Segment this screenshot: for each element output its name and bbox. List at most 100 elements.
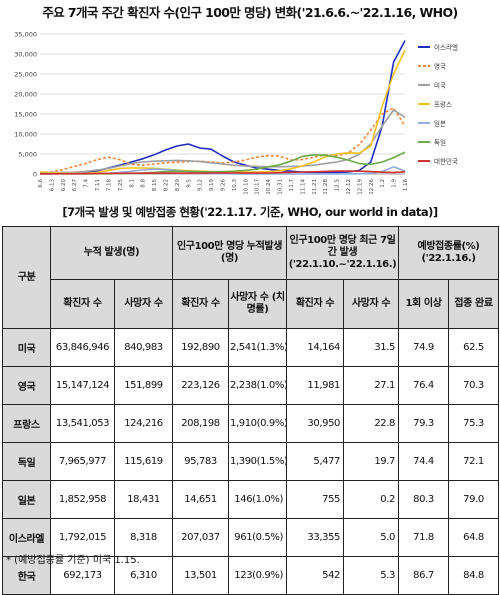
- table-body: 미국 63,846,946 840,983 192,890 2,541(1.3%) 14,…: [2, 328, 499, 595]
- x-tick-label: 6.6: [38, 179, 44, 188]
- cell-recent-cases: 755: [286, 480, 344, 519]
- header-deaths: 사망자 수: [114, 279, 173, 329]
- x-tick-label: 11.7: [289, 179, 295, 192]
- row-country: 영국: [2, 366, 51, 405]
- header-pm-deaths: 사망자 수 (치명률): [228, 279, 287, 329]
- cell-vac-full: 72.1: [448, 442, 499, 481]
- y-tick-label: 25,000: [14, 71, 37, 79]
- row-country: 미국: [2, 328, 51, 367]
- header-per-million-cumulative: 인구100만 명당 누적발생(명): [172, 226, 287, 280]
- y-tick-label: 10,000: [14, 131, 37, 139]
- x-tick-label: 1.16: [403, 179, 409, 192]
- row-country: 독일: [2, 442, 51, 481]
- series-line-2: [39, 109, 406, 174]
- header-vaccination: 예방접종률(%) ('22.1.16.): [398, 226, 499, 280]
- cell-recent-cases: 33,355: [286, 518, 344, 557]
- cell-vac-one: 74.9: [398, 328, 449, 367]
- cell-vac-one: 86.7: [398, 556, 449, 595]
- header-cases: 확진자 수: [50, 279, 115, 329]
- cell-deaths: 8,318: [114, 518, 173, 557]
- cell-recent-cases: 5,477: [286, 442, 344, 481]
- row-country: 일본: [2, 480, 51, 519]
- cell-recent-cases: 14,164: [286, 328, 344, 367]
- x-tick-label: 12.19: [357, 179, 363, 195]
- header-recent-cases: 확진자 수: [286, 279, 344, 329]
- header-group: 구분: [2, 226, 51, 329]
- x-tick-label: 6.27: [72, 179, 78, 192]
- x-tick-label: 9.26: [221, 179, 227, 192]
- x-tick-label: 8.8: [141, 179, 147, 188]
- chart-title: 주요 7개국 주간 확진자 수(인구 100만 명당) 변화('21.6.6.~…: [42, 5, 458, 20]
- cell-vac-one: 74.4: [398, 442, 449, 481]
- x-tick-label: 9.12: [198, 179, 204, 191]
- x-tick-label: 12.26: [369, 179, 375, 195]
- x-tick-label: 10.3: [232, 179, 238, 192]
- cell-vac-full: 70.3: [448, 366, 499, 405]
- cell-pm-deaths: 123(0.9%): [228, 556, 287, 595]
- table-row: 미국 63,846,946 840,983 192,890 2,541(1.3%) 14,…: [2, 328, 499, 367]
- row-country: 프랑스: [2, 404, 51, 443]
- x-tick-label: 8.29: [175, 179, 181, 192]
- series-line-3: [39, 49, 406, 175]
- header-recent-deaths: 사망자 수: [343, 279, 399, 329]
- cell-pm-deaths: 961(0.5%): [228, 518, 287, 557]
- cell-recent-cases: 11,981: [286, 366, 344, 405]
- cell-pm-cases: 192,890: [172, 328, 229, 367]
- x-tick-label: 10.17: [255, 179, 261, 195]
- y-tick-label: 5,000: [18, 151, 37, 159]
- cell-cases: 7,965,977: [50, 442, 115, 481]
- y-tick-label: 0: [33, 171, 37, 179]
- cell-vac-full: 84.8: [448, 556, 499, 595]
- cell-recent-deaths: 5.3: [343, 556, 399, 595]
- cell-deaths: 124,216: [114, 404, 173, 443]
- x-tick-label: 9.19: [209, 179, 215, 192]
- x-tick-label: 6.13: [49, 179, 55, 192]
- x-tick-label: 8.22: [163, 179, 169, 191]
- cell-recent-cases: 542: [286, 556, 344, 595]
- cell-pm-deaths: 2,541(1.3%): [228, 328, 287, 367]
- header-vac-full: 접종 완료: [448, 279, 499, 329]
- x-tick-label: 10.24: [266, 179, 272, 195]
- cell-pm-cases: 223,126: [172, 366, 229, 405]
- x-tick-label: 12.5: [335, 179, 341, 192]
- y-tick-label: 15,000: [14, 111, 37, 119]
- cell-recent-cases: 30,950: [286, 404, 344, 443]
- x-tick-label: 1.9: [392, 179, 398, 188]
- legend-label: 영국: [434, 62, 446, 71]
- x-tick-label: 7.4: [84, 179, 90, 188]
- cell-deaths: 115,619: [114, 442, 173, 481]
- legend-label: 프랑스: [434, 101, 452, 109]
- cell-recent-deaths: 19.7: [343, 442, 399, 481]
- cell-pm-deaths: 146(1.0%): [228, 480, 287, 519]
- header-per-million-recent: 인구100만 명당 최근 7일간 발생 ('22.1.10.~'22.1.16.…: [286, 226, 399, 280]
- cell-pm-cases: 207,037: [172, 518, 229, 557]
- legend-label: 이스라엘: [434, 43, 458, 52]
- cell-pm-cases: 13,501: [172, 556, 229, 595]
- x-tick-label: 1.2: [380, 179, 386, 188]
- cell-vac-full: 79.0: [448, 480, 499, 519]
- cell-deaths: 18,431: [114, 480, 173, 519]
- series-line-6: [40, 170, 406, 175]
- cell-vac-full: 62.5: [448, 328, 499, 367]
- table-row: 영국 15,147,124 151,899 223,126 2,238(1.0%) 11,…: [2, 366, 499, 405]
- table-row: 이스라엘 1,792,015 8,318 207,037 961(0.5%) 33,355…: [2, 518, 499, 557]
- cell-recent-deaths: 5.0: [343, 518, 399, 557]
- cell-cases: 13,541,053: [50, 404, 115, 443]
- header-vac-one: 1회 이상: [398, 279, 449, 329]
- cell-vac-one: 71.8: [398, 518, 449, 557]
- x-tick-label: 6.20: [61, 179, 67, 192]
- cell-pm-deaths: 1,390(1.5%): [228, 442, 287, 481]
- x-tick-label: 12.12: [346, 179, 352, 195]
- legend-label: 미국: [434, 81, 446, 90]
- y-tick-label: 30,000: [14, 51, 37, 59]
- x-tick-label: 8.15: [152, 179, 158, 192]
- x-tick-label: 7.18: [106, 179, 112, 192]
- footnote: * (예방접종률 기준) 미국 1.15.: [6, 555, 140, 566]
- series-line-1: [39, 107, 406, 174]
- cell-deaths: 151,899: [114, 366, 173, 405]
- cell-recent-deaths: 27.1: [343, 366, 399, 405]
- x-tick-label: 8.1: [129, 179, 135, 188]
- table-row: 일본 1,852,958 18,431 14,651 146(1.0%) 755 0.2 80…: [2, 480, 499, 519]
- legend-label: 독일: [434, 138, 446, 147]
- line-chart: 0 5,000 10,000 15,000 20,000 25,000 30,000 35,0…: [14, 31, 458, 195]
